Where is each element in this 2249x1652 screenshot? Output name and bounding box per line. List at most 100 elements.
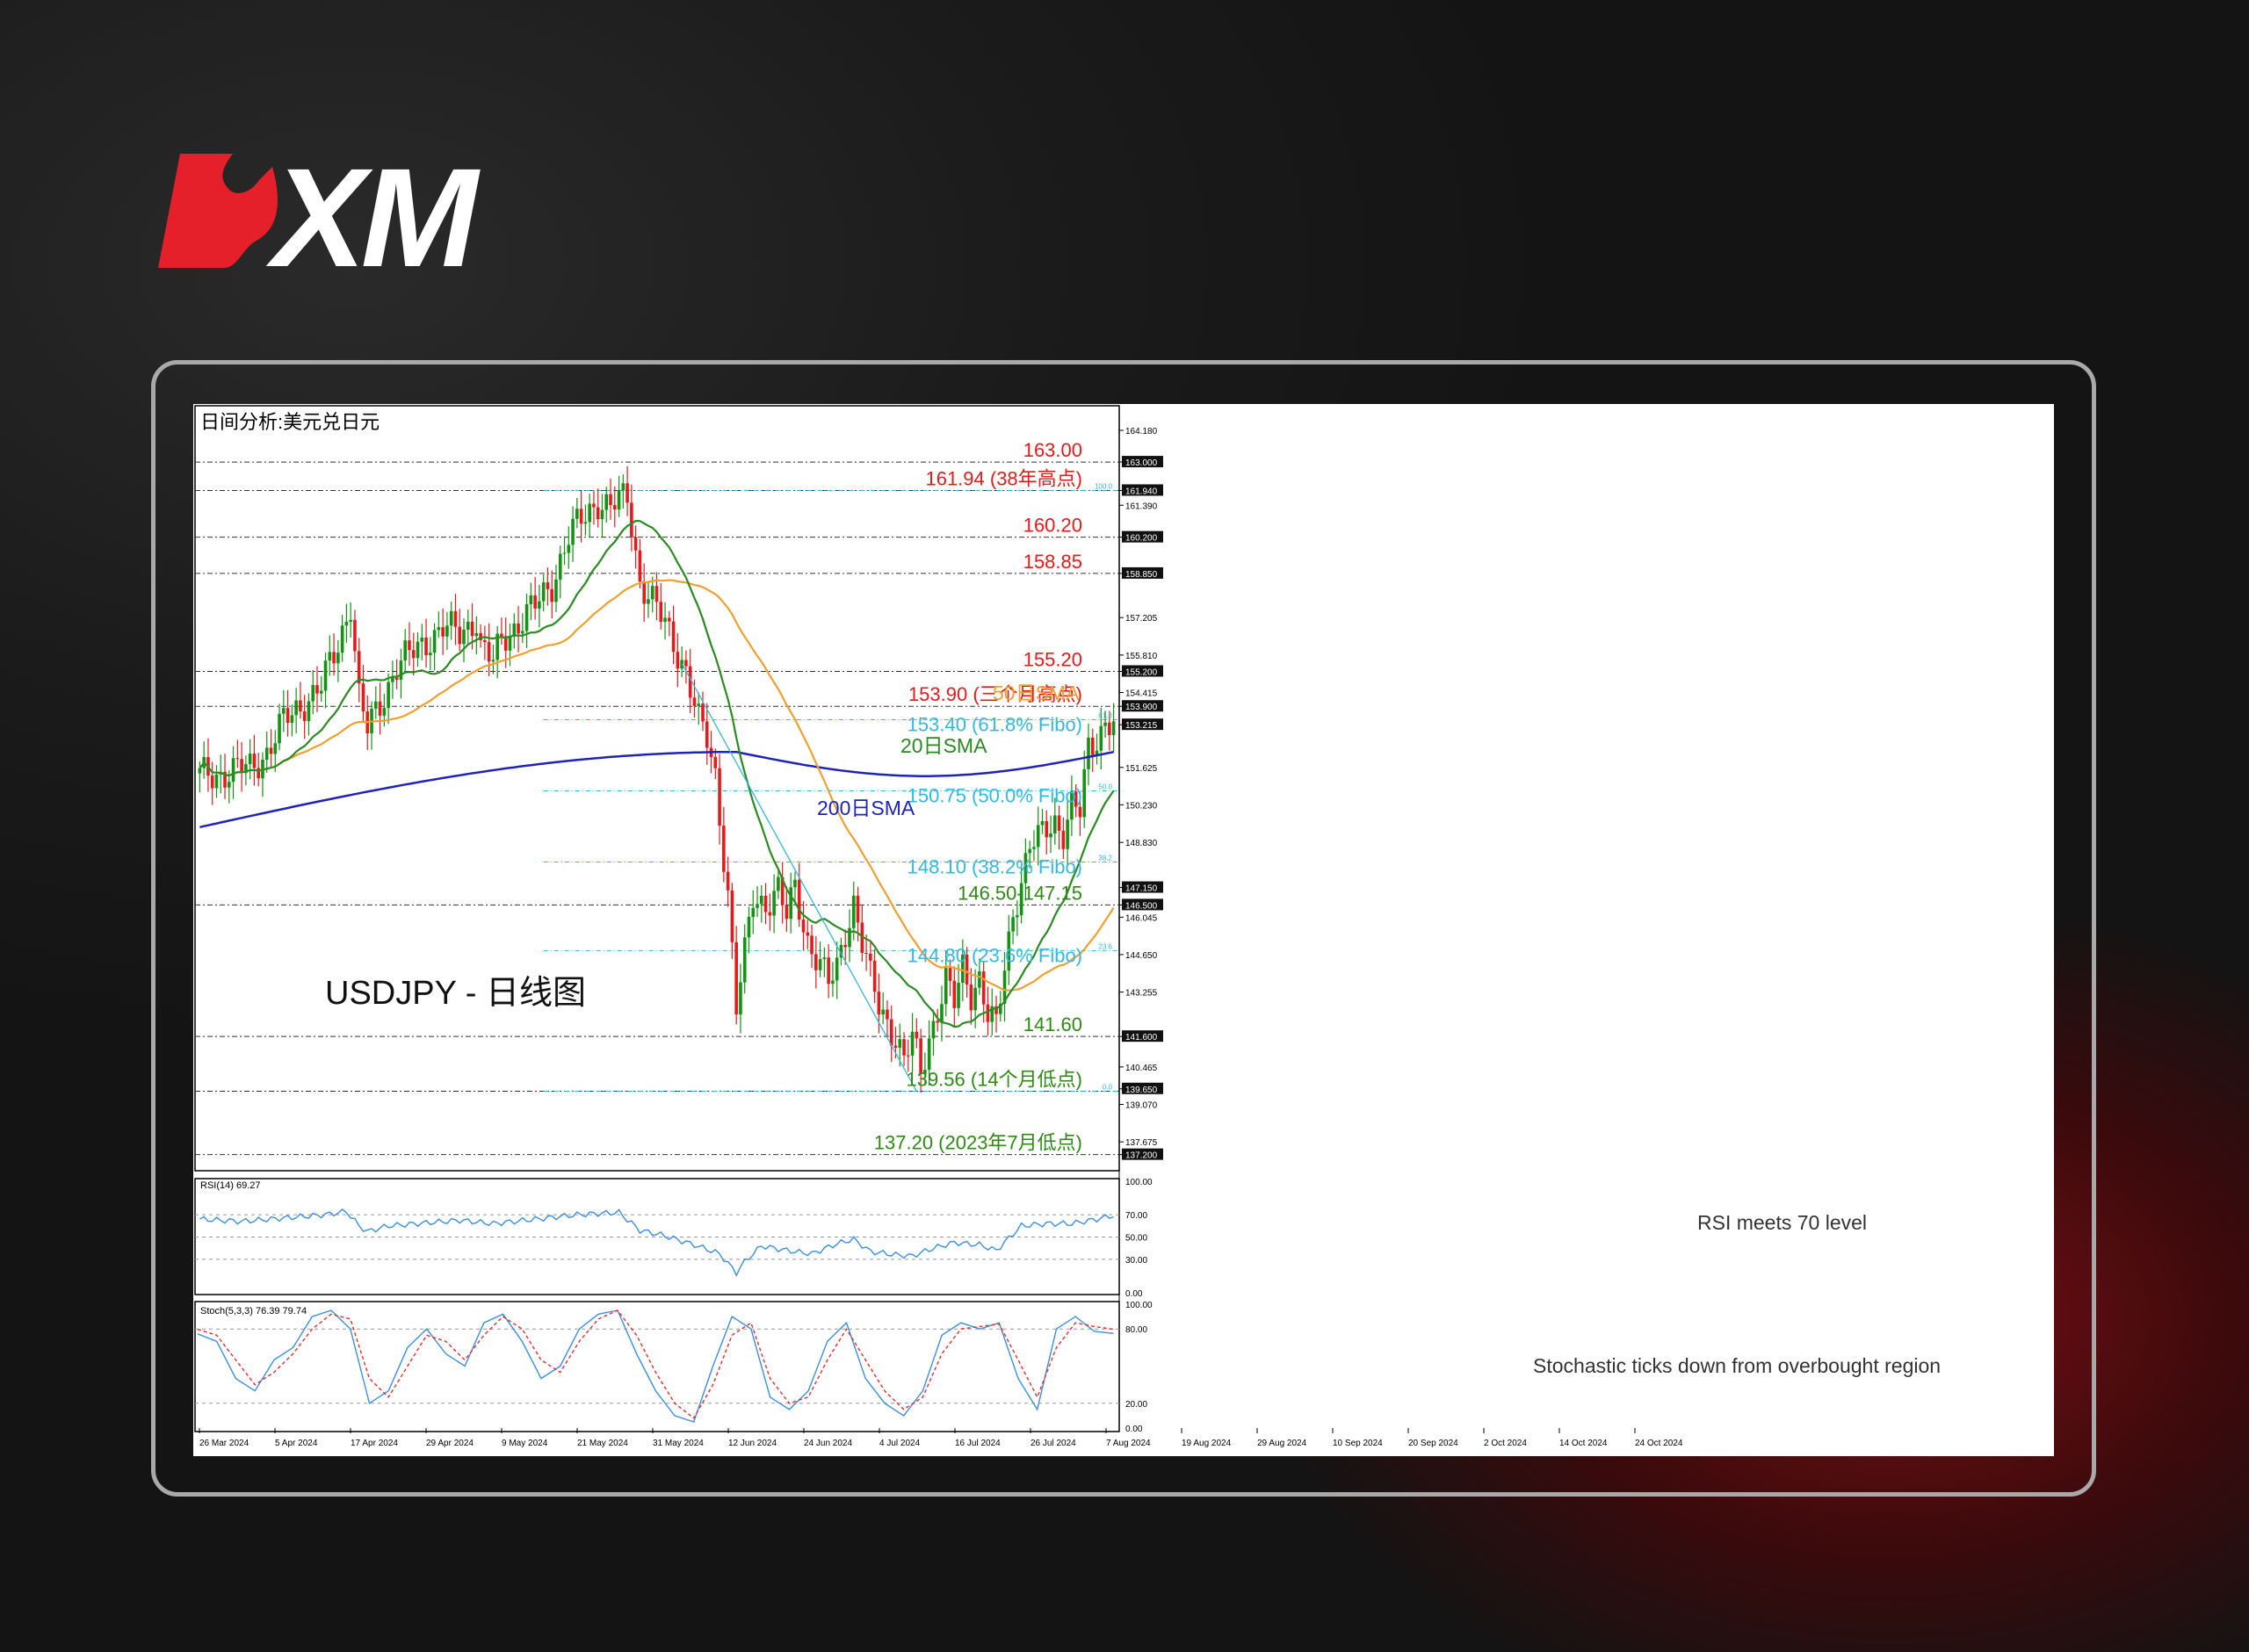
x-tick-label: 19 Aug 2024 [1182,1439,1232,1448]
y-tick-label: 154.415 [1125,689,1158,698]
candle-body [1040,820,1045,826]
sma50-line [199,579,1115,992]
candle-body [902,1039,906,1056]
price-tag [1122,700,1163,712]
x-tick-label: 12 Jun 2024 [728,1439,777,1448]
candle-body [235,758,240,760]
y-tick-label: 153.900 [1125,703,1158,712]
candle-body [940,1004,944,1023]
candle-body [1099,725,1103,751]
candle-body [483,639,487,643]
candle-body [927,1038,931,1071]
price-tag [1122,1030,1163,1042]
candle-body [437,627,441,631]
candle-body [445,625,449,637]
candle-body [633,537,638,551]
y-tick-label: 164.180 [1125,427,1158,436]
candle-body [981,971,986,1005]
candle-body [886,1009,889,1020]
y-tick-label: 155.200 [1125,667,1158,677]
y-tick-label: 158.850 [1125,570,1158,580]
candle-body [978,971,981,988]
price-tag [1122,881,1163,893]
candle-body [273,743,278,754]
candle-body [466,621,470,630]
candle-body [626,483,629,503]
y-tick-label: 144.650 [1125,951,1158,961]
candle-body [910,1031,915,1056]
candle-body [843,944,848,948]
y-tick-label: 141.600 [1125,1033,1158,1042]
candle-body [889,1019,893,1046]
candle-body [600,509,604,520]
candle-body [915,1031,919,1039]
candle-body [248,754,252,765]
stoch-pane-border [194,1301,1120,1432]
candle-body [869,953,872,961]
candle-body [1057,815,1061,831]
candle-body [508,636,512,651]
price-chart: 163.00 161.94 (38年高点) 160.20 158.85 155.20 15… [194,405,1941,1448]
candle-body [592,503,596,508]
x-tick-label: 29 Aug 2024 [1257,1439,1307,1448]
candle-body [479,632,482,640]
candle-body [357,651,361,684]
candle-body [307,701,311,721]
y-tick-label: 157.205 [1125,614,1158,624]
x-tick-label: 10 Sep 2024 [1333,1439,1383,1448]
candle-body [1095,750,1099,755]
rsi-tick-label: 50.00 [1125,1234,1147,1244]
level-label: 146.50-147.15 [958,882,1082,904]
y-tick-label: 146.500 [1125,901,1158,911]
fibo-label: 153.40 (61.8% Fibo) [908,714,1082,736]
candle-body [747,917,751,938]
candle-body [705,721,709,748]
level-label: 141.60 [1023,1014,1082,1035]
candle-body [612,505,617,510]
candle-body [541,582,546,602]
candle-body [965,954,969,985]
candle-body [1049,833,1052,838]
candle-body [231,758,235,783]
x-tick-label: 2 Oct 2024 [1484,1439,1527,1448]
candle-body [1061,830,1066,849]
fibo-pct-label: 61.8 [1098,712,1112,720]
candle-body [429,653,432,656]
candle-body [839,944,843,958]
rsi-tick-label: 30.00 [1125,1256,1147,1266]
rsi-tick-label: 0.00 [1125,1289,1143,1299]
y-tick-label: 146.045 [1125,913,1158,923]
candle-body [512,623,517,637]
candle-body [1028,848,1031,854]
candle-body [986,1004,990,1022]
candle-body [638,550,642,582]
candle-body [474,632,479,637]
candle-body [739,982,742,1015]
candle-body [1053,815,1057,834]
candle-body [772,891,776,916]
candle-body [378,701,382,716]
y-tick-label: 161.390 [1125,501,1158,511]
candle-body [818,959,822,970]
candle-body [550,588,554,602]
candle-body [994,1006,998,1014]
candle-body [684,660,688,667]
x-tick-label: 5 Apr 2024 [275,1439,318,1448]
candle-body [583,522,588,524]
x-tick-label: 26 Jul 2024 [1030,1439,1076,1448]
candle-body [898,1039,902,1048]
candle-body [349,619,352,622]
price-tag [1122,1148,1163,1160]
candle-body [1019,883,1023,916]
candle-body [814,954,818,970]
y-tick-label: 143.255 [1125,989,1158,999]
candle-body [961,954,965,984]
candle-body [948,968,952,981]
candle-body [1032,847,1036,849]
candle-body [609,494,612,506]
candle-body [663,617,667,623]
y-tick-label: 137.675 [1125,1138,1158,1148]
candle-body [432,630,437,653]
candle-body [726,871,730,891]
stoch-annotation: Stochastic ticks down from overbought re… [1533,1354,1941,1377]
